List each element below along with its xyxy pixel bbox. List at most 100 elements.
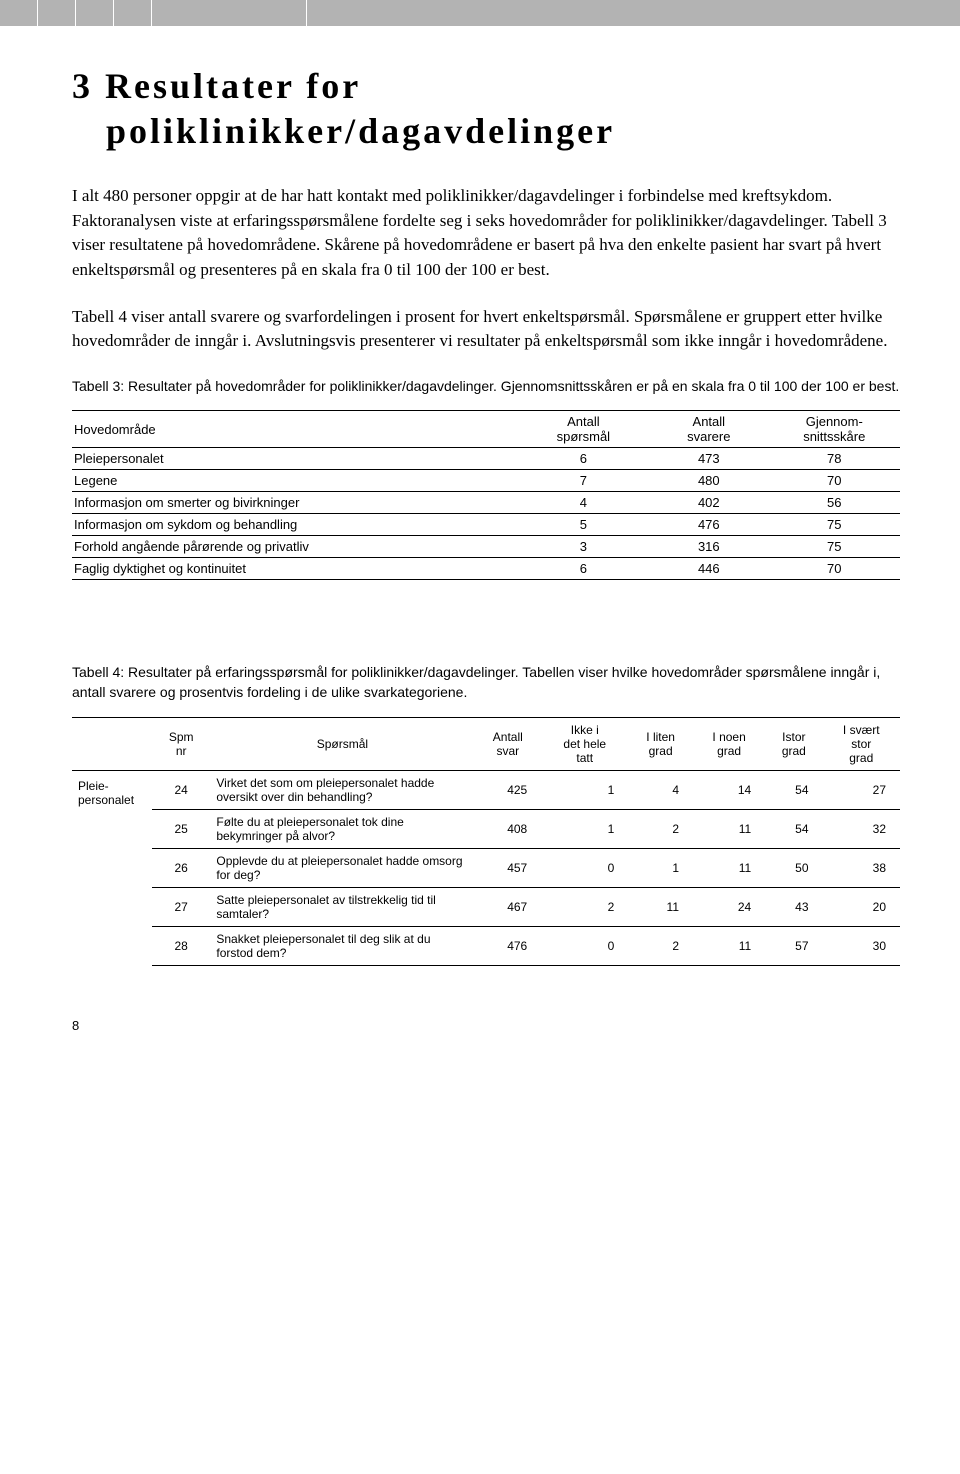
table4-h-c3a: I noen: [712, 730, 745, 744]
table4-cell-v2: 2: [628, 926, 693, 965]
table4-group-label-a: Pleie-: [78, 779, 109, 793]
table3-cell-label: Forhold angående pårørende og privatliv: [72, 536, 524, 558]
table4-cell-v3: 24: [693, 887, 765, 926]
table4-h-c3b: grad: [717, 744, 741, 758]
table4-h-c4a: Istor: [782, 730, 805, 744]
table3-h2b: spørsmål: [557, 429, 610, 444]
table4-h-antall: Antall svar: [474, 717, 541, 770]
table4-h-c2a: I liten: [646, 730, 675, 744]
table4-h-blank: [72, 717, 152, 770]
table3-row: Informasjon om smerter og bivirkninger 4…: [72, 492, 900, 514]
table3-h4a: Gjennom-: [806, 414, 863, 429]
table3-caption: Tabell 3: Resultater på hovedområder for…: [72, 376, 900, 396]
table4-cell-v1: 1: [541, 809, 628, 848]
table4-cell-v4: 54: [765, 770, 822, 809]
table3-cell-q: 5: [524, 514, 649, 536]
table3-h4b: snittsskåre: [803, 429, 865, 444]
table4-h-spm-b: nr: [176, 744, 187, 758]
table4-h-c5a: I svært: [843, 723, 880, 737]
table4-cell-v4: 54: [765, 809, 822, 848]
table4-cell-v5: 27: [823, 770, 900, 809]
table4-h-c2b: grad: [649, 744, 673, 758]
table3-row: Forhold angående pårørende og privatliv …: [72, 536, 900, 558]
table4-h-c2: I liten grad: [628, 717, 693, 770]
table4-h-c4b: grad: [782, 744, 806, 758]
table4-header-row: Spm nr Spørsmål Antall svar Ikke i det h…: [72, 717, 900, 770]
table3-cell-n: 446: [649, 558, 774, 580]
table3-cell-q: 4: [524, 492, 649, 514]
table3-row: Pleiepersonalet 6 473 78: [72, 448, 900, 470]
table3-cell-n: 316: [649, 536, 774, 558]
table4-cell-nr: 25: [152, 809, 210, 848]
header-accent-bar: [0, 0, 960, 26]
table3: Hovedområde Antall spørsmål Antall svare…: [72, 410, 900, 580]
table4-cell-v3: 11: [693, 848, 765, 887]
table4-cell-question: Opplevde du at pleiepersonalet hadde oms…: [210, 848, 474, 887]
table4-body: Pleie- personalet 24 Virket det som om p…: [72, 770, 900, 965]
table3-cell-q: 3: [524, 536, 649, 558]
table4-cell-v1: 1: [541, 770, 628, 809]
table4-cell-n: 408: [474, 809, 541, 848]
table3-cell-label: Informasjon om smerter og bivirkninger: [72, 492, 524, 514]
table3-cell-n: 473: [649, 448, 774, 470]
page-content: 3 Resultater for poliklinikker/dagavdeli…: [0, 26, 960, 1073]
table3-cell-score: 70: [775, 470, 900, 492]
table4-cell-v2: 1: [628, 848, 693, 887]
table4-h-c5b: stor: [851, 737, 871, 751]
table3-cell-score: 56: [775, 492, 900, 514]
table3-cell-label: Pleiepersonalet: [72, 448, 524, 470]
intro-paragraph-1: I alt 480 personer oppgir at de har hatt…: [72, 184, 900, 283]
table3-cell-q: 7: [524, 470, 649, 492]
table4-cell-v5: 38: [823, 848, 900, 887]
table3-h3: Antall svarere: [649, 411, 774, 448]
table4-h-spm: Spm nr: [152, 717, 210, 770]
table4-h-c1c: tatt: [576, 751, 593, 765]
table3-cell-n: 476: [649, 514, 774, 536]
table4-cell-question: Satte pleiepersonalet av tilstrekkelig t…: [210, 887, 474, 926]
table3-row: Legene 7 480 70: [72, 470, 900, 492]
table4-h-c3: I noen grad: [693, 717, 765, 770]
table4-cell-v1: 0: [541, 848, 628, 887]
table3-cell-q: 6: [524, 558, 649, 580]
table4-row: 26 Opplevde du at pleiepersonalet hadde …: [72, 848, 900, 887]
table4-cell-v2: 2: [628, 809, 693, 848]
table4-cell-question: Snakket pleiepersonalet til deg slik at …: [210, 926, 474, 965]
table4-cell-nr: 26: [152, 848, 210, 887]
table4-cell-n: 425: [474, 770, 541, 809]
table3-cell-score: 75: [775, 514, 900, 536]
table4-cell-v1: 0: [541, 926, 628, 965]
table4-cell-v2: 11: [628, 887, 693, 926]
table3-row: Informasjon om sykdom og behandling 5 47…: [72, 514, 900, 536]
table4-h-antall-a: Antall: [493, 730, 523, 744]
table3-row: Faglig dyktighet og kontinuitet 6 446 70: [72, 558, 900, 580]
table3-h1: Hovedområde: [72, 411, 524, 448]
table4-cell-question: Følte du at pleiepersonalet tok dine bek…: [210, 809, 474, 848]
intro-paragraph-2: Tabell 4 viser antall svarere og svarfor…: [72, 305, 900, 354]
table4-group-label: Pleie- personalet: [72, 770, 152, 965]
table4-cell-nr: 27: [152, 887, 210, 926]
table3-cell-label: Legene: [72, 470, 524, 492]
table4-cell-v5: 30: [823, 926, 900, 965]
table4-cell-v3: 14: [693, 770, 765, 809]
table4-h-question: Spørsmål: [210, 717, 474, 770]
table4-h-c5: I svært stor grad: [823, 717, 900, 770]
table4-cell-v3: 11: [693, 809, 765, 848]
table3-cell-score: 70: [775, 558, 900, 580]
table3-cell-q: 6: [524, 448, 649, 470]
table4-caption: Tabell 4: Resultater på erfaringsspørsmå…: [72, 662, 900, 703]
table4-row: 27 Satte pleiepersonalet av tilstrekkeli…: [72, 887, 900, 926]
table3-cell-score: 78: [775, 448, 900, 470]
table4-h-c4: Istor grad: [765, 717, 822, 770]
table4-cell-v1: 2: [541, 887, 628, 926]
table4-cell-question: Virket det som om pleiepersonalet hadde …: [210, 770, 474, 809]
table3-h2: Antall spørsmål: [524, 411, 649, 448]
table4-row: 28 Snakket pleiepersonalet til deg slik …: [72, 926, 900, 965]
table4-h-c1: Ikke i det hele tatt: [541, 717, 628, 770]
table3-h3a: Antall: [693, 414, 726, 429]
table3-h3b: svarere: [687, 429, 730, 444]
table4-cell-n: 467: [474, 887, 541, 926]
table4-cell-n: 476: [474, 926, 541, 965]
heading-line2: poliklinikker/dagavdelinger: [72, 109, 900, 154]
table4-group-label-b: personalet: [78, 793, 134, 807]
table4-h-antall-b: svar: [496, 744, 519, 758]
